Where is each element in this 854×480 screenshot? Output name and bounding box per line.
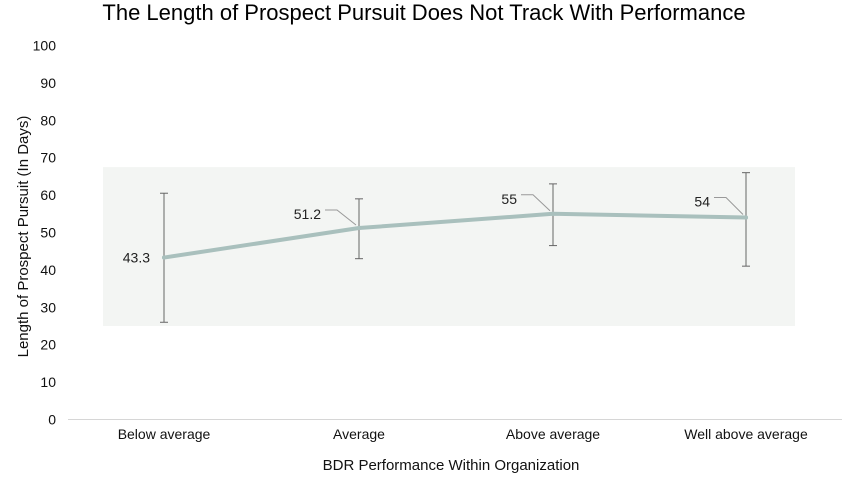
y-tick-label: 40 — [40, 262, 56, 278]
y-tick-label: 60 — [40, 187, 56, 203]
data-point — [551, 211, 555, 216]
x-tick-label: Well above average — [684, 426, 808, 442]
data-label-leader — [714, 197, 744, 215]
data-label: 55 — [501, 191, 517, 207]
y-tick-label: 100 — [33, 38, 57, 54]
x-axis-title: BDR Performance Within Organization — [323, 457, 580, 474]
y-tick-label: 70 — [40, 150, 56, 166]
data-label: 51.2 — [294, 206, 321, 222]
y-tick-label: 50 — [40, 225, 56, 241]
y-axis-title: Length of Prospect Pursuit (In Days) — [15, 116, 32, 358]
y-tick-label: 0 — [48, 412, 56, 428]
data-point — [357, 226, 361, 231]
y-tick-label: 20 — [40, 337, 56, 353]
data-point — [744, 215, 748, 220]
chart-title: The Length of Prospect Pursuit Does Not … — [102, 0, 746, 25]
x-tick-label: Below average — [118, 426, 211, 442]
x-tick-label: Average — [333, 426, 385, 442]
data-point — [162, 255, 166, 260]
data-label-leader — [521, 194, 551, 212]
x-tick-label: Above average — [506, 426, 600, 442]
data-label: 43.3 — [123, 250, 150, 266]
shaded-range-band — [103, 167, 795, 326]
data-label: 54 — [694, 194, 710, 210]
y-tick-label: 90 — [40, 75, 56, 91]
y-tick-label: 10 — [40, 374, 56, 390]
y-tick-label: 80 — [40, 112, 56, 128]
series-line — [162, 211, 748, 260]
y-tick-label: 30 — [40, 299, 56, 315]
data-label-leader — [325, 209, 357, 226]
